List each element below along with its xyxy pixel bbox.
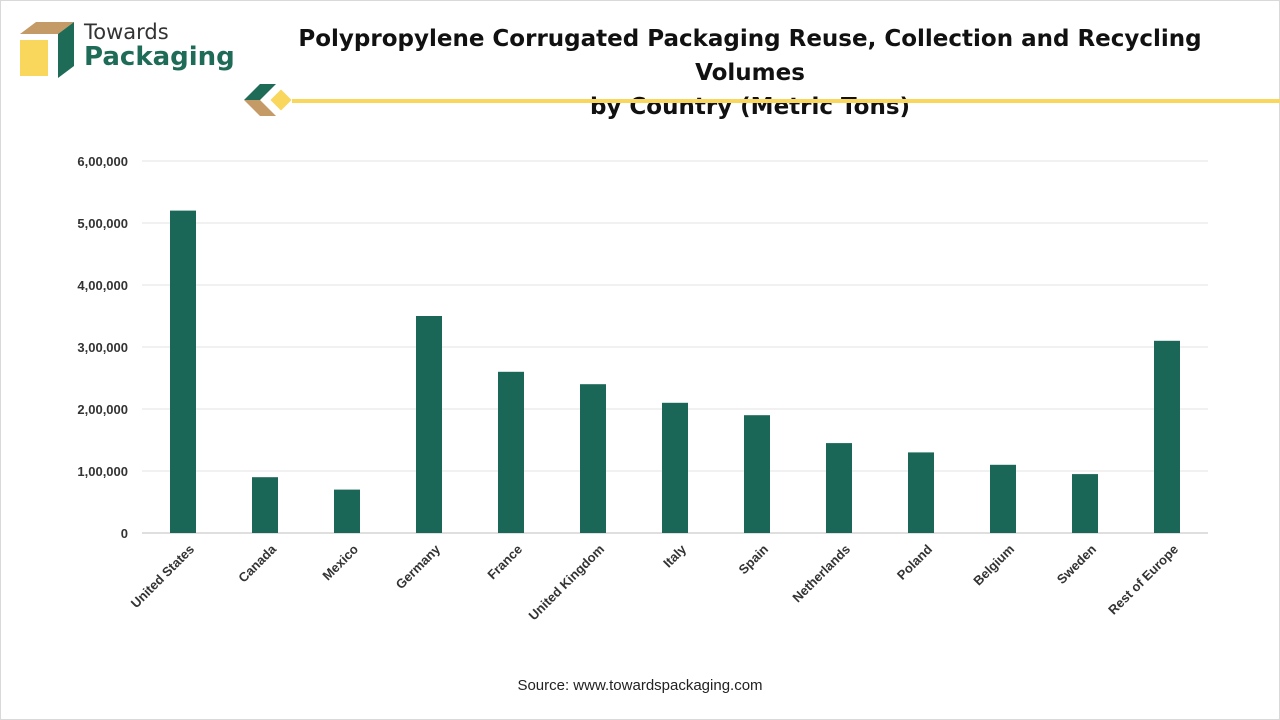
x-tick-label: Germany (393, 541, 444, 592)
y-tick-label: 4,00,000 (77, 278, 128, 293)
bar-united-kingdom (580, 384, 606, 533)
y-tick-label: 0 (121, 526, 128, 541)
y-tick-label: 5,00,000 (77, 216, 128, 231)
source-note: Source: www.towardspackaging.com (517, 677, 763, 694)
x-tick-label: United States (128, 542, 197, 611)
bar-netherlands (826, 443, 852, 533)
y-tick-label: 6,00,000 (77, 154, 128, 169)
brand-name-line2: Packaging (84, 42, 235, 72)
x-tick-label: Netherlands (789, 542, 853, 606)
chart-title-line2: by Country (Metric Tons) (589, 94, 911, 120)
x-tick-label: Rest of Europe (1105, 542, 1181, 618)
chart-title-line1: Polypropylene Corrugated Packaging Reuse… (298, 26, 1202, 86)
bar-sweden (1072, 474, 1098, 533)
x-tick-label: United Kingdom (526, 542, 608, 624)
y-tick-label: 1,00,000 (77, 464, 128, 479)
bar-france (498, 371, 524, 533)
title-divider-decoration (244, 84, 1280, 116)
x-tick-label: Poland (894, 541, 935, 582)
chart-title: Polypropylene Corrugated Packaging Reuse… (260, 22, 1240, 124)
x-tick-label: Sweden (1054, 541, 1099, 586)
x-tick-label: Canada (235, 541, 279, 585)
y-tick-label: 2,00,000 (77, 402, 128, 417)
y-tick-label: 3,00,000 (77, 340, 128, 355)
bar-germany (416, 316, 442, 533)
x-tick-label: Mexico (319, 541, 361, 583)
bar-mexico (334, 489, 360, 533)
towards-packaging-logo-icon (20, 22, 74, 78)
bar-canada (252, 477, 278, 533)
bar-italy (662, 402, 688, 533)
x-tick-label: Italy (660, 541, 690, 571)
x-tick-label: France (484, 542, 525, 583)
bar-spain (744, 415, 770, 533)
x-tick-label: Belgium (970, 542, 1017, 589)
bar-rest-of-europe (1154, 340, 1180, 533)
x-tick-label: Spain (735, 541, 771, 577)
bar-belgium (990, 464, 1016, 533)
bar-united-states (170, 210, 196, 533)
bar-poland (908, 452, 934, 533)
brand-name-line1: Towards (84, 20, 169, 44)
